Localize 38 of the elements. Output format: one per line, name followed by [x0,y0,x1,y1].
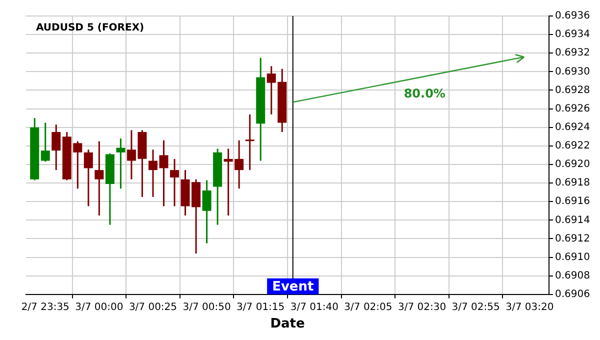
x-tick-label: 2/7 23:35 [21,302,70,313]
x-tick-label: 3/7 02:55 [452,302,500,313]
y-tick-label: 0.6914 [555,214,590,226]
candlestick [84,148,93,207]
y-tick-label: 0.6924 [555,122,590,133]
x-tick-label: 3/7 03:20 [506,302,554,313]
candlestick [202,180,212,244]
ref-line-label: Event [272,279,314,294]
y-tick-label: 0.6916 [555,196,590,208]
x-tick-label: 3/7 01:40 [290,302,338,313]
y-tick-label: 0.6930 [555,66,590,78]
y-tick-label: 0.6936 [555,10,590,22]
y-tick-label: 0.6922 [555,140,590,152]
candlestick [116,138,126,190]
candlestick [52,124,61,171]
candlestick [40,122,50,162]
x-tick-label: 3/7 01:15 [236,302,285,313]
y-tick-label: 0.6908 [555,270,590,282]
y-tick-label: 0.6920 [555,159,590,170]
candlestick [170,158,180,207]
x-tick-label: 3/7 02:30 [398,302,446,313]
y-tick-label: 0.6932 [555,48,590,59]
y-tick-label: 0.6926 [555,103,590,114]
x-tick-label: 3/7 00:50 [182,302,231,313]
x-tick-label: 3/7 02:05 [344,302,392,313]
x-tick-label: 3/7 00:00 [75,302,124,313]
x-axis-title: Date [270,316,305,332]
y-tick-label: 0.6928 [555,84,590,96]
y-tick-label: 0.6906 [555,288,590,300]
candlestick [245,114,254,171]
annotation: 80.0% [404,86,446,101]
text: AUDUSD 5 (FOREX) [36,22,144,34]
candlestick [94,140,104,216]
y-tick-label: 0.6912 [555,233,590,244]
y-tick-label: 0.6918 [555,178,590,189]
y-tick-label: 0.6910 [555,252,590,263]
x-tick-label: 3/7 00:25 [128,302,178,313]
y-tick-label: 0.6934 [555,29,590,40]
